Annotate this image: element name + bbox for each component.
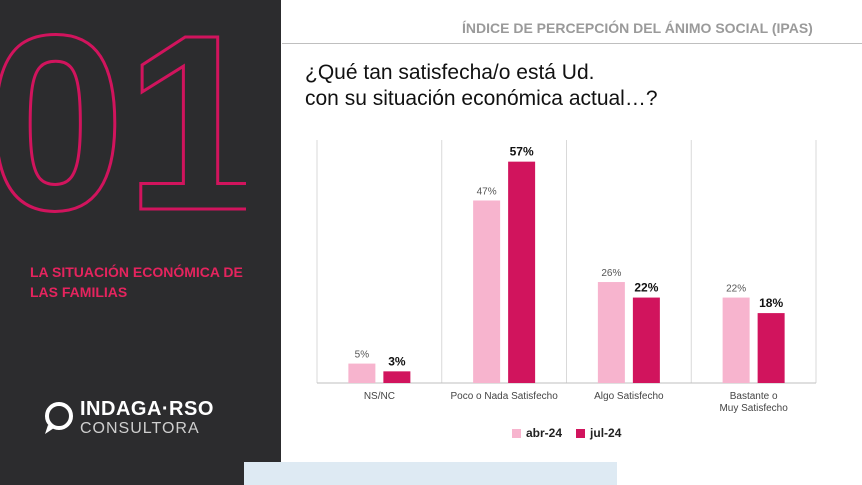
data-label: 3% [388, 354, 406, 368]
data-label: 57% [510, 145, 534, 159]
legend-label-abr: abr-24 [526, 426, 563, 440]
legend-item-jul: jul-24 [576, 426, 621, 440]
bottom-band [244, 462, 617, 485]
left-panel: 01 LA SITUACIÓN ECONÓMICA DE LAS FAMILIA… [0, 0, 281, 485]
bar-jul-24-0 [383, 371, 411, 383]
chart-legend: abr-24 jul-24 [512, 426, 621, 440]
header-divider [282, 43, 862, 44]
section-title: LA SITUACIÓN ECONÓMICA DE LAS FAMILIAS [30, 264, 243, 300]
logo-brand: INDAGA·RSO [80, 398, 214, 420]
bar-jul-24-2 [632, 297, 660, 383]
data-label: 5% [355, 350, 370, 361]
category-label: NS/NC [364, 391, 395, 402]
legend-label-jul: jul-24 [590, 426, 622, 440]
data-label: 22% [726, 284, 746, 295]
data-label: 26% [601, 268, 621, 279]
category-label: Poco o Nada Satisfecho [450, 391, 558, 402]
category-label: Algo Satisfecho [594, 391, 664, 402]
speech-bubble-icon [45, 402, 73, 434]
section-number: 01 [0, 4, 246, 224]
consultora-logo: INDAGA·RSO CONSULTORA [40, 398, 270, 442]
question-line-1: ¿Qué tan satisfecha/o está Ud. [305, 61, 595, 84]
bar-chart: 5% 3% NS/NC 47% 57% Poco o Nada Satisfecho 26%… [316, 140, 817, 414]
bar-abr-24-3 [722, 297, 750, 383]
question-title: ¿Qué tan satisfecha/o está Ud. con su si… [305, 60, 845, 112]
legend-swatch-jul [576, 428, 586, 438]
category-label: Bastante o Muy Satisfecho [719, 391, 788, 414]
bar-abr-24-1 [473, 200, 501, 383]
question-line-2: con su situación económica actual…? [305, 87, 658, 110]
report-header: ÍNDICE DE PERCEPCIÓN DEL ÁNIMO SOCIAL (I… [462, 20, 813, 36]
legend-swatch-abr [512, 428, 521, 438]
bar-jul-24-1 [508, 161, 536, 383]
data-label: 22% [634, 281, 658, 295]
data-label: 47% [477, 186, 497, 197]
bar-abr-24-0 [348, 363, 376, 383]
legend-item-abr: abr-24 [512, 426, 562, 440]
data-label: 18% [759, 296, 783, 310]
bar-abr-24-2 [597, 282, 625, 383]
bar-jul-24-3 [757, 313, 785, 383]
svg-text:01: 01 [0, 4, 246, 224]
logo-subtitle: CONSULTORA [80, 420, 200, 437]
